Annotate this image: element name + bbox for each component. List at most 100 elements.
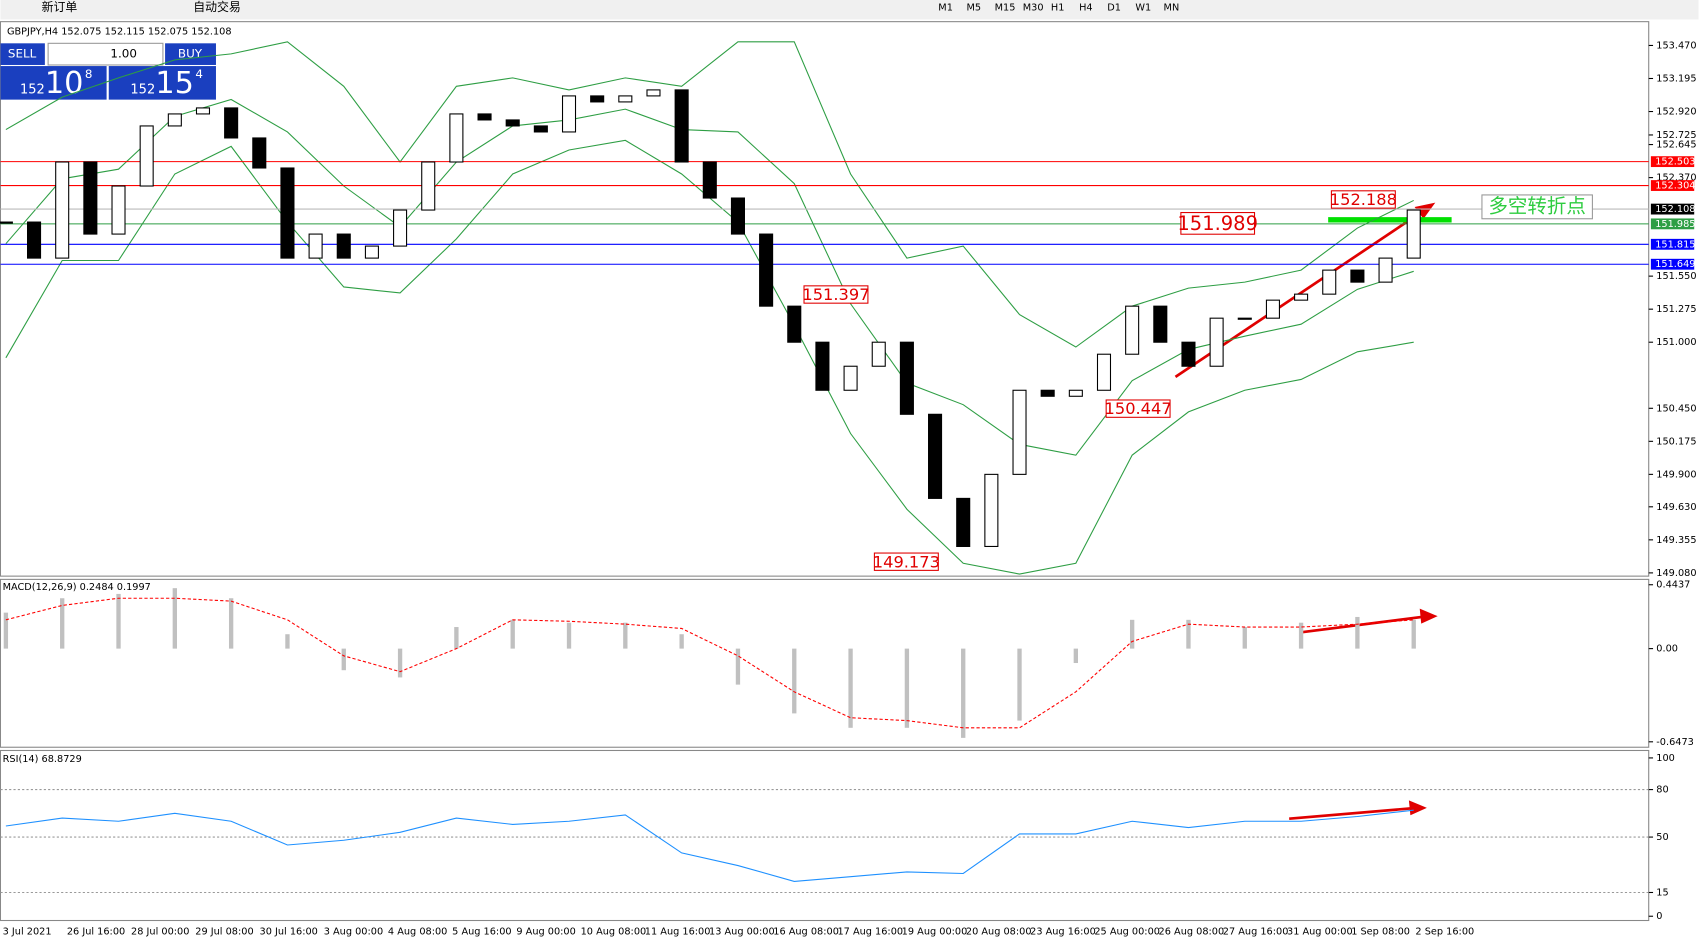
macd-bar [454,627,459,649]
y-tick-label: 152.725 [1656,130,1696,141]
macd-bar [228,598,234,649]
new-order[interactable]: 新订单 [42,0,78,14]
current-label: 152.108 [1655,204,1695,215]
signal-line [5,597,1414,729]
x-tick-label: 3 Aug 00:00 [324,926,383,937]
level-tag [1650,156,1695,168]
candle [899,341,914,415]
auto-trading[interactable]: 自动交易 [193,0,241,14]
y-tick-label: 149.900 [1656,469,1696,480]
macd-bar [1298,622,1304,649]
y-tick-label: -0.6473 [1656,737,1694,748]
candle [224,107,239,139]
timeframe[interactable]: M1 [938,3,953,14]
rsi-title: RSI(14) 68.8729 [3,754,82,765]
price-annotation: 152.188 [1330,190,1397,209]
candle [928,413,943,499]
candle [139,125,154,187]
macd-title: MACD(12,26,9) 0.2484 0.1997 [3,582,151,593]
buy-price[interactable] [108,66,216,100]
level-label: 151.985 [1655,219,1695,230]
y-tick-label: 151.275 [1656,304,1696,315]
candle [336,233,351,259]
candle [561,95,577,133]
x-tick-label: 29 Jul 08:00 [195,926,253,937]
macd-bar [1017,648,1022,721]
candle [1209,317,1224,367]
macd-bar [1355,616,1360,649]
candle [449,113,464,163]
macd-bar [904,648,910,728]
candle [308,233,323,259]
x-tick-label: 10 Aug 08:00 [581,926,647,937]
timeframe[interactable]: M15 [995,3,1016,14]
candle [83,161,98,235]
macd-bar [1242,627,1247,649]
macd-bar [679,634,684,649]
y-tick-label: 152.370 [1656,173,1696,184]
x-tick-label: 19 Aug 00:00 [902,926,968,937]
candle [730,197,745,235]
rsi-arrow [1289,806,1418,821]
price-annotation-box [1105,399,1171,418]
timeframe[interactable]: M5 [966,3,981,14]
rsi-line [5,809,1414,882]
level-label: 151.649 [1655,259,1695,270]
x-tick-label: 31 Aug 00:00 [1287,926,1353,937]
y-tick-label: 0 [1656,911,1662,922]
timeframe[interactable]: D1 [1107,3,1121,14]
buy-big: 152 [130,82,155,97]
candle [252,137,267,169]
price-annotation: 150.447 [1105,399,1172,418]
timeframe[interactable]: H1 [1051,3,1065,14]
candle [1237,317,1252,320]
x-tick-label: 4 Aug 08:00 [388,926,447,937]
candle [1125,305,1140,355]
macd-bar [397,648,403,678]
candle [111,185,126,235]
candle [393,209,408,247]
sell-price[interactable] [0,66,107,100]
band-upper [5,41,1414,348]
level-tag [1650,238,1695,250]
timeframe[interactable]: M30 [1023,3,1044,14]
arrow-head [1408,800,1427,816]
candle [871,341,886,367]
price-annotation-box [1180,212,1256,235]
candle [1378,257,1393,283]
timeframe[interactable]: MN [1164,3,1180,14]
symbol-title: GBPJPY,H4 152.075 152.115 152.075 152.10… [7,26,232,37]
candle [1294,293,1309,301]
y-tick-label: 150.450 [1656,403,1696,414]
candle [1068,389,1083,397]
candle [26,221,42,259]
timeframe[interactable]: H4 [1079,3,1093,14]
candle [280,167,295,259]
candle [618,95,633,103]
y-tick-label: 152.645 [1656,140,1696,151]
sell-button[interactable] [0,43,45,65]
candle [759,233,774,307]
y-tick-label: 100 [1656,753,1675,764]
candle [1265,299,1280,319]
volume-box[interactable] [47,42,164,66]
x-tick-label: 28 Jul 00:00 [131,926,189,937]
candle [1350,269,1365,283]
macd-bar [848,648,853,728]
macd-arrow [1299,614,1428,634]
y-tick-label: 151.550 [1656,271,1696,282]
candle [55,161,70,259]
candle [533,125,548,133]
macd-bar [510,619,515,649]
macd-bar [60,598,65,649]
price-annotation-box [1330,190,1396,209]
sell-mid: 10 [45,66,84,101]
timeframe[interactable]: W1 [1135,3,1151,14]
volume: 1.00 [110,47,137,61]
candle [984,473,999,547]
y-tick-label: 149.355 [1656,535,1696,546]
candle [195,107,211,115]
candle [0,221,13,224]
candle [1012,389,1027,475]
